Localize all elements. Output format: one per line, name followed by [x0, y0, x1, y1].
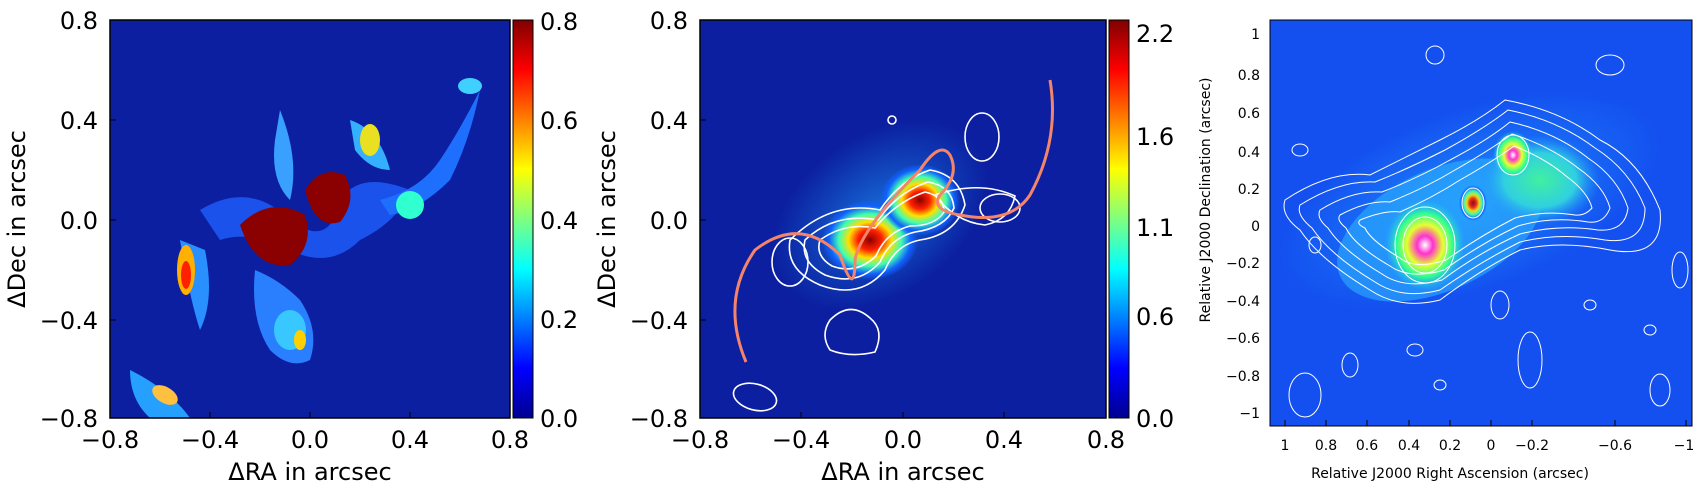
panel-1-ytick: −0.4 — [40, 307, 98, 335]
panel-2-xtick: 0.0 — [884, 426, 922, 454]
panel-2-ytick: 0.4 — [650, 107, 688, 135]
panel-1-colorbar-tick: 0.4 — [540, 207, 578, 235]
panel-1-colorbar-tick: 0.6 — [540, 107, 578, 135]
panel-1-ytick: 0.4 — [60, 107, 98, 135]
panel-2-ytick: −0.8 — [630, 405, 688, 433]
panel-3-xtick: 1 — [1281, 438, 1290, 454]
panel-1-ylabel: ΔDec in arcsec — [3, 130, 31, 308]
panel-3-ytick: 0.4 — [1238, 145, 1260, 161]
panel-2-ytick: 0.0 — [650, 207, 688, 235]
panel-3-ytick: 0.2 — [1238, 182, 1260, 198]
panel-1-ytick: 0.8 — [60, 7, 98, 35]
panel-1-emission — [130, 78, 482, 418]
panel-3-ytick: 1 — [1251, 27, 1260, 43]
panel-1-xtick: −0.8 — [81, 426, 139, 454]
panel-1-colorbar-tick: 0.8 — [540, 8, 578, 36]
panel-2-colorbar-tick: 2.2 — [1136, 20, 1174, 48]
panel-2-xtick: −0.8 — [671, 426, 729, 454]
panel-3-xlabel: Relative J2000 Right Ascension (arcsec) — [1311, 466, 1589, 482]
panel-3-contours — [1283, 45, 1689, 418]
panel-1-xtick: 0.4 — [391, 426, 429, 454]
panel-2-xtick: −0.4 — [772, 426, 830, 454]
panel-1-ytick: 0.0 — [60, 207, 98, 235]
panel-1-colorbar — [512, 19, 534, 419]
panel-3-ytick: −0.4 — [1226, 294, 1260, 310]
panel-2-colorbar-tick: 0.0 — [1136, 405, 1174, 433]
panel-3-ytick: −1 — [1239, 406, 1260, 422]
panel-2-ytick: 0.8 — [650, 7, 688, 35]
panel-2-ytick: −0.4 — [630, 307, 688, 335]
panel-3-xtick: 0.6 — [1356, 438, 1378, 454]
panel-2-ylabel: ΔDec in arcsec — [593, 130, 621, 308]
panel-2: −0.8 −0.4 0.0 0.4 0.8 0.8 0.4 0.0 −0.4 −… — [593, 7, 1174, 486]
panel-2-xtick: 0.8 — [1087, 426, 1125, 454]
panel-2-colorbar-tick: 1.6 — [1136, 123, 1174, 151]
panel-2-colorbar-tick: 0.6 — [1136, 303, 1174, 331]
panel-3-emission — [1279, 91, 1661, 309]
panel-1-ytick: −0.8 — [40, 405, 98, 433]
panel-1: −0.8 −0.4 0.0 0.4 0.8 0.8 0.4 0.0 −0.4 −… — [3, 7, 578, 486]
panel-3-xtick: 0.2 — [1439, 438, 1461, 454]
panel-3-ytick: 0 — [1251, 219, 1260, 235]
panel-3-xtick: −0.2 — [1515, 438, 1549, 454]
panel-2-xtick: 0.4 — [985, 426, 1023, 454]
panel-2-curve — [733, 79, 1054, 363]
panel-1-xlabel: ΔRA in arcsec — [228, 458, 391, 486]
panel-3: 1 0.8 0.6 0.4 0.2 0 −0.2 −0.6 −1 1 0.8 0… — [1198, 19, 1695, 482]
panel-3-xtick: −1 — [1674, 438, 1695, 454]
panel-1-xtick: 0.0 — [291, 426, 329, 454]
panel-1-xtick: 0.8 — [491, 426, 529, 454]
panel-3-ytick: 0.8 — [1238, 68, 1260, 84]
panel-1-colorbar-tick: 0.0 — [540, 405, 578, 433]
panel-3-ytick: 0.6 — [1238, 106, 1260, 122]
panel-2-contours — [732, 112, 1021, 412]
panel-3-xtick: 0.4 — [1398, 438, 1420, 454]
panel-3-xtick: −0.6 — [1598, 438, 1632, 454]
panel-1-xtick: −0.4 — [181, 426, 239, 454]
panel-3-xtick: 0 — [1487, 438, 1496, 454]
panel-3-ytick: −0.8 — [1226, 369, 1260, 385]
panel-3-xtick: 0.8 — [1315, 438, 1337, 454]
panel-2-colorbar — [1108, 19, 1130, 419]
panel-3-ytick: −0.6 — [1226, 331, 1260, 347]
panel-1-colorbar-tick: 0.2 — [540, 306, 578, 334]
panel-3-ytick: −0.2 — [1226, 256, 1260, 272]
panel-2-colorbar-tick: 1.1 — [1136, 214, 1174, 242]
panel-3-ylabel: Relative J2000 Declination (arcsec) — [1198, 78, 1214, 323]
panel-2-xlabel: ΔRA in arcsec — [821, 458, 984, 486]
